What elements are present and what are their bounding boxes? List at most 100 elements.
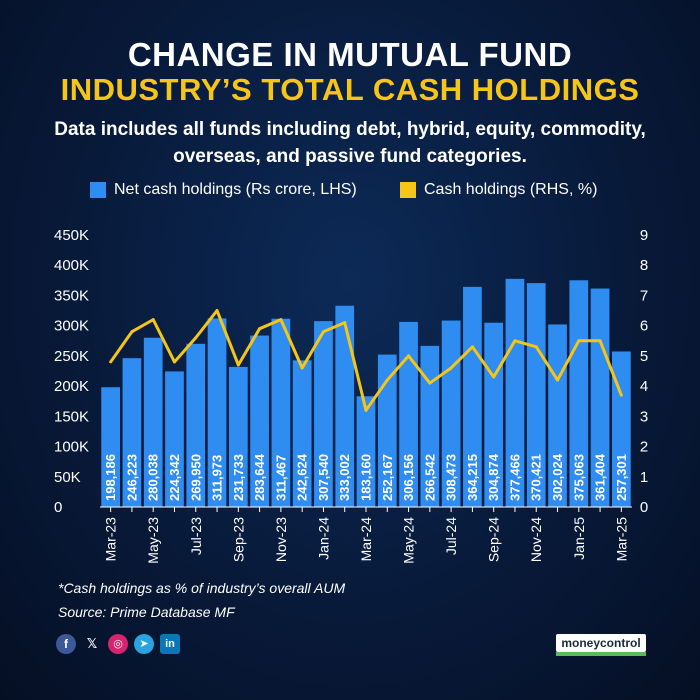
line-point — [385, 378, 389, 382]
right-axis-tick-label: 0 — [640, 499, 648, 516]
bar — [569, 280, 589, 507]
left-axis-tick-label: 100K — [54, 439, 89, 456]
line-point — [172, 360, 176, 364]
bar — [207, 318, 227, 507]
x-icon[interactable]: 𝕏 — [86, 636, 98, 651]
line-point — [279, 318, 283, 322]
line-point — [343, 321, 347, 325]
cash-holdings-chart: 050K100K150K200K250K300K350K400K450K0123… — [54, 227, 648, 564]
line-point — [534, 345, 538, 349]
right-axis-tick-label: 8 — [640, 257, 648, 274]
x-axis-tick-label: Mar-23 — [103, 517, 119, 562]
bar-value-label: 333,002 — [337, 454, 352, 501]
left-axis-tick-label: 200K — [54, 378, 89, 395]
bar-value-label: 280,038 — [146, 454, 161, 501]
line-point — [151, 318, 155, 322]
right-axis-tick-label: 5 — [640, 348, 648, 365]
line-point — [321, 330, 325, 334]
x-axis-tick-label: Jul-24 — [443, 517, 459, 555]
left-axis-tick-label: 250K — [54, 348, 89, 365]
right-axis-tick-label: 9 — [640, 227, 648, 244]
right-axis-tick-label: 4 — [640, 378, 648, 395]
line-point — [364, 408, 368, 412]
telegram-icon[interactable]: ➤ — [134, 634, 154, 654]
bar-value-label: 257,301 — [614, 454, 629, 501]
legend-swatch-line — [400, 182, 416, 198]
bar — [505, 278, 525, 507]
left-axis-tick-label: 350K — [54, 287, 89, 304]
brand-wordmark: moneycontrol — [561, 636, 641, 650]
legend-swatch-bars — [90, 182, 106, 198]
line-point — [470, 345, 474, 349]
line-point — [556, 378, 560, 382]
right-axis-tick-label: 3 — [640, 408, 648, 425]
source-note: Source: Prime Database MF — [58, 604, 235, 620]
legend: Net cash holdings (Rs crore, LHS) Cash h… — [0, 180, 700, 202]
facebook-icon[interactable]: f — [56, 634, 76, 654]
instagram-icon[interactable]: ◎ — [108, 634, 128, 654]
line-point — [492, 375, 496, 379]
x-axis-tick-label: Jan-25 — [571, 517, 587, 560]
bar — [250, 335, 269, 507]
x-axis-tick-label: Mar-24 — [358, 517, 374, 562]
left-axis-tick-label: 400K — [54, 257, 89, 274]
right-axis-tick-label: 7 — [640, 287, 648, 304]
bar — [143, 337, 163, 507]
bar — [356, 396, 376, 507]
line-point — [619, 393, 623, 397]
bar-value-label: 302,024 — [550, 453, 565, 501]
right-axis-tick-label: 1 — [640, 469, 648, 486]
x-axis-tick-label: May-23 — [145, 517, 161, 564]
x-axis-tick-label: Nov-24 — [528, 517, 544, 562]
bar-value-label: 231,733 — [231, 454, 246, 501]
bar — [441, 320, 461, 507]
bar-value-label: 304,874 — [486, 453, 501, 501]
bar — [228, 366, 248, 507]
line-point — [300, 366, 304, 370]
bar — [186, 343, 206, 507]
bar-value-label: 308,473 — [444, 454, 459, 501]
chart-subtitle: Data includes all funds including debt, … — [54, 119, 646, 167]
right-axis-tick-label: 2 — [640, 439, 648, 456]
bar-value-label: 306,156 — [401, 454, 416, 501]
bar — [122, 358, 142, 507]
x-axis-tick-label: Nov-23 — [273, 517, 289, 562]
left-axis-tick-label: 450K — [54, 227, 89, 244]
bar-value-label: 370,421 — [529, 454, 544, 501]
bar-value-label: 361,404 — [593, 453, 608, 501]
line-point — [598, 339, 602, 343]
line-point — [577, 339, 581, 343]
footnote: *Cash holdings as % of industry’s overal… — [58, 580, 346, 596]
bar-value-label: 246,223 — [124, 454, 139, 501]
bar — [101, 387, 121, 507]
bar-value-label: 242,624 — [295, 453, 310, 501]
brand-logo: moneycontrol — [556, 634, 646, 656]
x-axis-tick-label: May-24 — [401, 517, 417, 564]
x-axis-tick-label: Mar-25 — [613, 517, 629, 562]
bar — [611, 351, 631, 507]
bar-value-label: 311,467 — [273, 455, 288, 501]
left-axis-tick-label: 150K — [54, 408, 89, 425]
bar — [314, 321, 333, 507]
chart-title-line2: INDUSTRY’S TOTAL CASH HOLDINGS — [60, 72, 640, 107]
bar-value-label: 198,186 — [103, 454, 118, 501]
line-point — [194, 336, 198, 340]
left-axis-tick-label: 300K — [54, 318, 89, 335]
bar — [271, 318, 291, 507]
line-point — [236, 363, 240, 367]
line-point — [449, 366, 453, 370]
bar-value-label: 377,466 — [507, 454, 522, 501]
bar-value-label: 307,540 — [316, 454, 331, 501]
linkedin-icon[interactable]: in — [160, 634, 180, 654]
bar — [399, 321, 418, 507]
left-axis-tick-label: 0 — [54, 499, 62, 516]
line-point — [130, 330, 134, 334]
line-point — [215, 309, 219, 313]
bar — [165, 371, 184, 507]
bar-value-label: 224,342 — [167, 454, 182, 501]
bar-value-label: 252,167 — [380, 454, 395, 501]
left-axis-tick-label: 50K — [54, 469, 81, 486]
brand-underline — [556, 652, 646, 656]
bar-value-label: 266,542 — [422, 454, 437, 501]
bar-value-label: 311,973 — [210, 455, 225, 501]
